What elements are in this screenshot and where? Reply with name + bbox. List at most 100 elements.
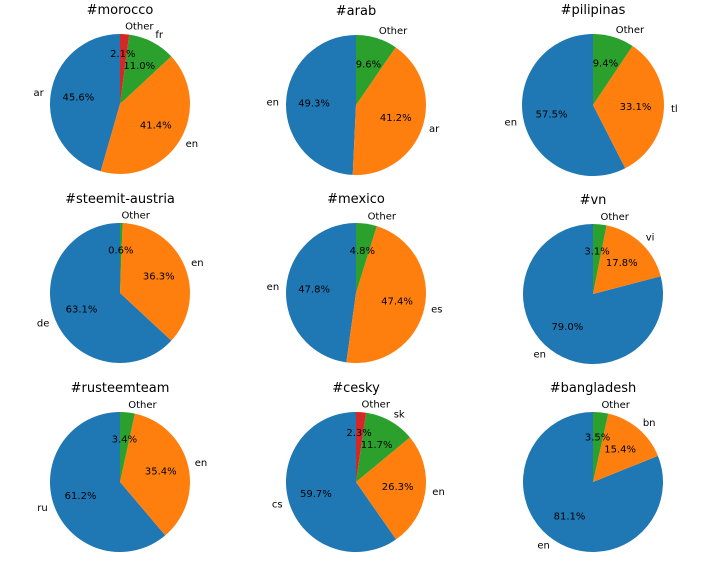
pie-slice-other	[593, 34, 633, 105]
slice-label: fr	[155, 30, 164, 41]
slice-percent: 59.7%	[300, 489, 332, 500]
pie-steemit-austria: #steemit-austria de 63.1% en 36.3% Other 0.6%	[37, 192, 204, 363]
slice-label: bn	[643, 418, 656, 429]
pie-slice-es	[346, 226, 426, 363]
chart-title: #pilipinas	[561, 3, 626, 18]
chart-title: #rusteemteam	[71, 381, 170, 396]
slice-percent: 15.4%	[604, 444, 636, 455]
slice-percent: 63.1%	[66, 304, 98, 315]
pie-cesky: #cesky cs 59.7% en 26.3% sk 11.7% Other 2.3%	[272, 381, 445, 552]
chart-title: #bangladesh	[550, 381, 636, 396]
pie-slice-en	[523, 224, 664, 364]
pie-slice-other	[593, 224, 607, 294]
chart-title: #vn	[580, 193, 607, 208]
slice-percent: 3.1%	[584, 247, 609, 258]
slice-label: cs	[272, 500, 283, 511]
pie-slice-de	[50, 223, 172, 363]
slice-percent: 79.0%	[551, 322, 583, 333]
slice-percent: 4.8%	[350, 246, 375, 257]
slice-percent: 9.4%	[593, 59, 618, 70]
slice-label: en	[186, 139, 199, 150]
pie-slice-en	[286, 35, 356, 175]
slice-percent: 49.3%	[298, 99, 330, 110]
pie-slice-other	[356, 35, 396, 105]
pie-vn: #vn en 79.0% vi 17.8% Other 3.1%	[523, 193, 664, 364]
pie-morocco: #morocco ar 45.6% en 41.4% fr 11.0% Other 2.1%	[33, 3, 199, 175]
pie-slice-other	[120, 34, 130, 104]
pie-slice-en	[120, 413, 191, 536]
pie-arab: #arab en 49.3% ar 41.2% Other 9.6%	[267, 4, 440, 176]
slice-label: en	[267, 98, 280, 109]
pie-slice-cs	[285, 412, 397, 552]
slice-percent: 2.1%	[110, 49, 135, 60]
slice-percent: 0.6%	[108, 246, 133, 257]
slice-percent: 9.6%	[356, 59, 381, 70]
slice-label: en	[533, 349, 546, 360]
slice-percent: 35.4%	[145, 466, 177, 477]
slice-percent: 47.8%	[298, 285, 330, 296]
slice-percent: 17.8%	[606, 258, 638, 269]
pie-slice-bn	[593, 413, 658, 482]
slice-label: en	[191, 258, 204, 269]
slice-percent: 57.5%	[536, 109, 568, 120]
slice-label: Other	[616, 25, 645, 36]
pie-slice-fr	[120, 34, 172, 104]
slice-percent: 61.2%	[65, 491, 97, 502]
chart-title: #mexico	[327, 192, 385, 207]
slice-label: ar	[33, 88, 44, 99]
slice-label: Other	[128, 400, 157, 411]
slice-percent: 2.3%	[346, 428, 371, 439]
slice-label: Other	[121, 211, 150, 222]
slice-percent: 3.4%	[112, 435, 137, 446]
chart-title: #morocco	[87, 3, 154, 18]
slice-label: Other	[125, 22, 154, 33]
slice-label: vi	[646, 232, 655, 243]
pie-slice-sk	[356, 412, 410, 482]
slice-percent: 26.3%	[382, 482, 414, 493]
slice-percent: 47.4%	[381, 297, 413, 308]
slice-percent: 41.2%	[380, 113, 412, 124]
pie-slice-en	[120, 223, 191, 341]
pie-pilipinas: #pilipinas en 57.5% tl 33.1% Other 9.4%	[505, 3, 678, 177]
slice-percent: 33.1%	[620, 102, 652, 113]
pie-slice-ar	[352, 47, 426, 176]
slice-label: de	[37, 318, 50, 329]
slice-percent: 81.1%	[554, 511, 586, 522]
slice-label: en	[195, 458, 208, 469]
pie-mexico: #mexico en 47.8% es 47.4% Other 4.8%	[267, 192, 443, 363]
slice-percent: 11.7%	[361, 440, 393, 451]
pie-slice-ar	[49, 34, 120, 172]
slice-label: en	[537, 540, 550, 551]
slice-label: tl	[671, 104, 678, 115]
slice-label: sk	[394, 409, 405, 420]
slice-percent: 41.4%	[140, 120, 172, 131]
slice-label: Other	[368, 211, 397, 222]
chart-title: #steemit-austria	[65, 192, 175, 207]
slice-label: ar	[429, 124, 440, 135]
slice-label: es	[431, 304, 442, 315]
slice-label: ru	[37, 503, 47, 514]
slice-percent: 45.6%	[63, 93, 95, 104]
slice-label: Other	[362, 400, 391, 411]
pie-slice-other	[120, 412, 135, 482]
slice-label: Other	[379, 26, 408, 37]
pie-slice-en	[100, 56, 191, 175]
pie-slice-en	[356, 437, 426, 540]
pie-slice-other	[120, 223, 123, 293]
slice-percent: 11.0%	[123, 61, 155, 72]
slice-label: en	[267, 282, 280, 293]
pie-slice-ru	[49, 412, 166, 552]
pie-slice-en	[286, 223, 356, 363]
chart-title: #arab	[336, 4, 376, 19]
pie-slice-tl	[593, 46, 664, 169]
slice-label: en	[505, 118, 518, 129]
slice-label: en	[432, 487, 445, 498]
pie-slice-en	[522, 412, 663, 553]
pie-bangladesh: #bangladesh en 81.1% bn 15.4% Other 3.5%	[522, 381, 663, 553]
chart-title: #cesky	[332, 381, 380, 396]
slice-percent: 36.3%	[143, 271, 175, 282]
pie-slice-en	[521, 34, 626, 177]
slice-label: Other	[600, 212, 629, 223]
pie-rusteemteam: #rusteemteam ru 61.2% en 35.4% Other 3.4%	[37, 381, 207, 552]
